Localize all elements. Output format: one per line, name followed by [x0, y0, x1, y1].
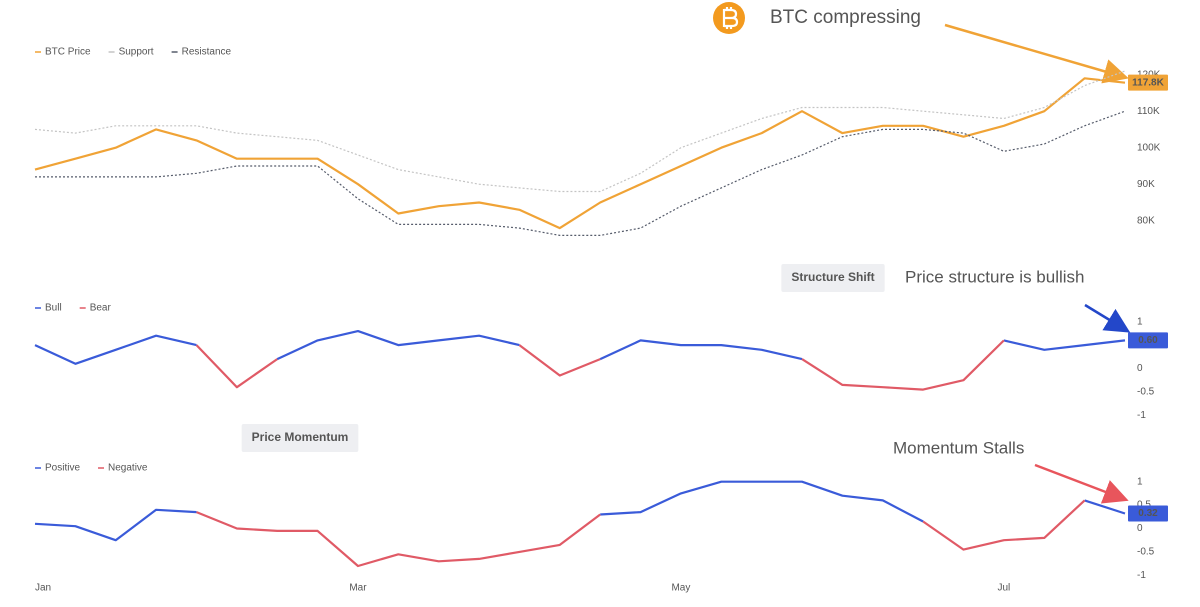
annotation-arrow: [1084, 303, 1131, 333]
section-title: Price Momentum: [241, 424, 359, 452]
y-tick-label: 0.5: [1137, 500, 1151, 511]
legend-label: Bear: [90, 303, 112, 314]
x-tick-label: Mar: [349, 583, 367, 594]
title-text: Price Momentum: [252, 430, 349, 444]
series-line: [34, 77, 1126, 230]
value-tag-label: 0.32: [1138, 508, 1158, 519]
series-line: [518, 344, 601, 377]
series-line: [195, 344, 278, 389]
y-tick-label: -1: [1137, 570, 1146, 581]
y-tick-label: 90K: [1137, 179, 1155, 190]
y-tick-label: -0.5: [1137, 387, 1155, 398]
annotation-arrow: [1034, 463, 1129, 504]
x-tick-label: Jan: [35, 583, 51, 594]
series-line: [1084, 499, 1126, 515]
title-text: Structure Shift: [791, 270, 874, 284]
value-tag: [1128, 505, 1168, 522]
legend-label: BTC Price: [45, 47, 91, 58]
y-tick-label: 80K: [1137, 215, 1155, 226]
value-tag-label: 117.8K: [1132, 77, 1164, 88]
section-title: Structure Shift: [781, 264, 885, 292]
title-box: [241, 424, 359, 452]
title-box: [781, 264, 885, 292]
legend-label: Positive: [45, 463, 80, 474]
annotation: BTC compressing: [770, 7, 921, 28]
y-tick-label: 110K: [1137, 106, 1160, 117]
value-tag-label: 0.60: [1138, 335, 1158, 346]
series-line: [922, 499, 1086, 551]
y-tick-label: 1: [1137, 476, 1143, 487]
series-line: [599, 339, 803, 361]
y-tick-label: -1: [1137, 410, 1146, 421]
series-line: [801, 339, 1005, 391]
annotation: Price structure is bullish: [905, 267, 1085, 286]
series-line: [196, 511, 601, 568]
annotation-arrow: [944, 23, 1129, 84]
value-tag: [1128, 74, 1168, 91]
series-line: [35, 110, 1126, 236]
series-line: [276, 330, 520, 361]
legend-label: Resistance: [182, 47, 232, 58]
y-tick-label: 1: [1137, 316, 1143, 327]
series-line: [600, 480, 924, 523]
series-line: [1003, 339, 1126, 351]
y-tick-label: 0: [1137, 363, 1143, 374]
series-line: [34, 334, 197, 365]
y-tick-label: 0: [1137, 523, 1143, 534]
series-line: [34, 70, 1126, 193]
bitcoin-icon: [713, 2, 745, 34]
value-tag: [1128, 332, 1168, 349]
x-tick-label: May: [671, 583, 690, 594]
annotation: Momentum Stalls: [893, 438, 1024, 457]
legend-label: Support: [119, 47, 154, 58]
y-tick-label: 100K: [1137, 142, 1161, 153]
series-line: [34, 508, 197, 542]
x-tick-label: Jul: [997, 583, 1010, 594]
legend-label: Negative: [108, 463, 148, 474]
legend-label: Bull: [45, 303, 62, 314]
y-tick-label: -0.5: [1137, 547, 1155, 558]
